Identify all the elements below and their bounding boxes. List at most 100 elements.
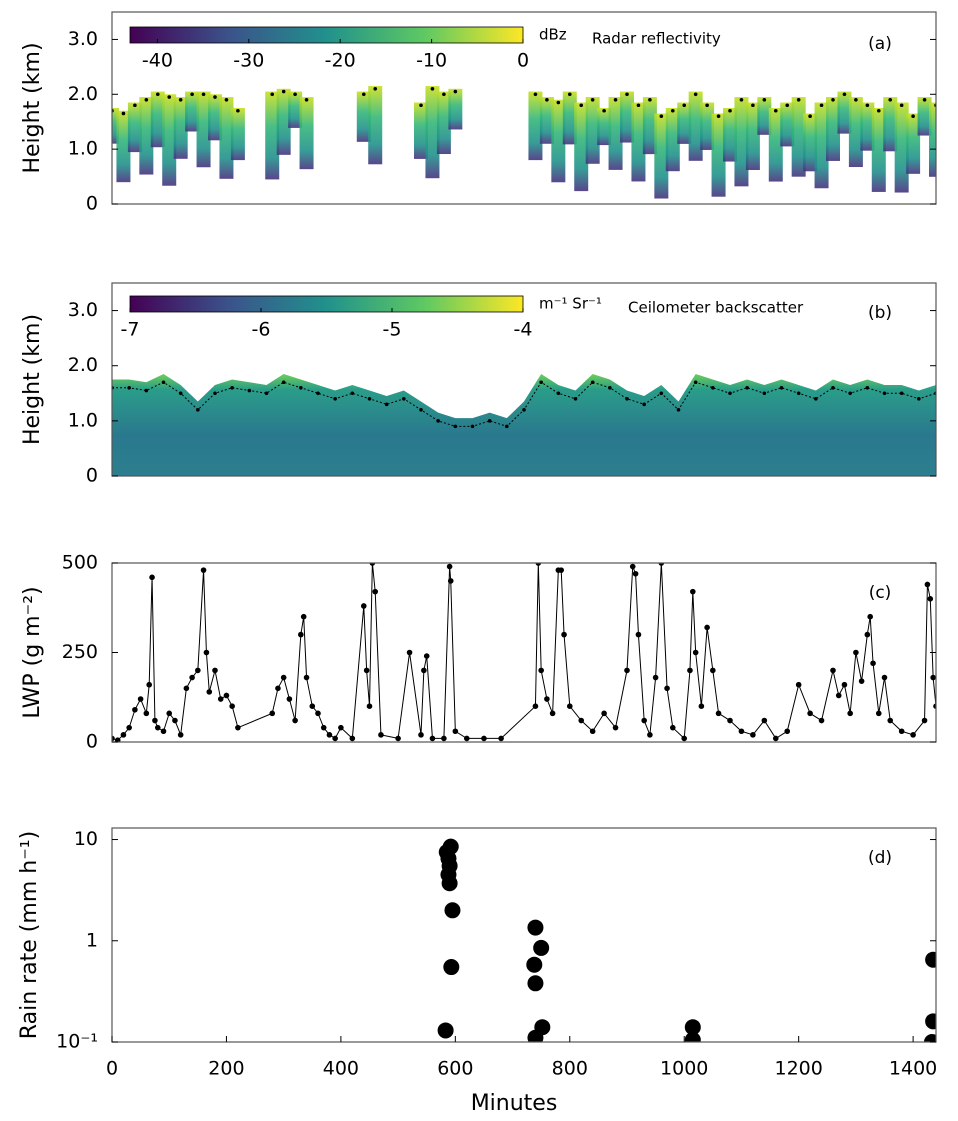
data-point [715, 710, 722, 717]
y-axis-label: Height (km) [20, 42, 45, 173]
data-point [853, 649, 859, 656]
data-point [875, 710, 882, 717]
data-point [487, 419, 492, 423]
data-point [681, 735, 688, 742]
reflectivity-column [745, 102, 760, 170]
reflectivity-column [425, 86, 440, 179]
data-point [235, 724, 241, 731]
data-point [923, 1034, 936, 1042]
x-tick-label: 1000 [660, 1058, 708, 1080]
data-point [429, 735, 436, 742]
data-point [636, 103, 641, 108]
reflectivity-column [620, 91, 634, 143]
data-point [212, 667, 218, 674]
data-point [498, 735, 504, 742]
data-point [144, 388, 149, 393]
plot-area [112, 563, 936, 742]
data-point [573, 397, 578, 401]
reflectivity-column [688, 91, 703, 161]
reflectivity-column [185, 91, 200, 132]
data-point [642, 402, 646, 407]
data-point [658, 563, 665, 566]
data-point [556, 100, 561, 105]
data-point [166, 710, 173, 717]
data-point [784, 728, 791, 735]
y-tick-label: 0 [86, 465, 98, 487]
reflectivity-column [585, 97, 600, 164]
data-point [544, 696, 550, 702]
data-point [670, 108, 675, 113]
data-point [481, 735, 487, 742]
data-point [527, 975, 544, 992]
data-point [155, 92, 160, 97]
data-point [888, 97, 893, 102]
data-point [796, 391, 801, 396]
data-point [421, 667, 427, 674]
data-point [195, 667, 201, 674]
reflectivity-column [597, 108, 612, 146]
y-tick-label: 1.0 [68, 138, 98, 160]
data-point [446, 563, 453, 570]
backscatter-area [112, 373, 936, 476]
data-point [814, 397, 818, 401]
y-tick-label: 3.0 [68, 299, 98, 321]
data-point [692, 649, 699, 656]
reflectivity-column [368, 86, 383, 165]
data-point [505, 424, 509, 429]
reflectivity-column [112, 108, 119, 144]
data-point [865, 103, 870, 108]
data-point [470, 424, 475, 429]
plot-frame [111, 282, 937, 477]
data-point [200, 567, 207, 573]
reflectivity-column [871, 108, 886, 192]
data-point [315, 710, 321, 717]
panel-label: (d) [868, 848, 892, 868]
data-point [366, 703, 373, 709]
colorbar-tick-label: -10 [416, 50, 447, 72]
y-tick-label: 0 [86, 193, 98, 215]
colorbar-tick-label: -30 [233, 50, 264, 72]
data-point [452, 728, 459, 735]
data-point [154, 724, 161, 731]
data-point [378, 732, 384, 738]
data-point [190, 92, 194, 97]
plot-area [112, 373, 936, 476]
colorbar [129, 26, 524, 44]
data-point [684, 1031, 701, 1042]
y-tick-label: 500 [62, 552, 98, 574]
data-point [303, 674, 310, 681]
data-point [629, 563, 636, 570]
data-point [299, 385, 303, 390]
data-point [436, 419, 440, 423]
data-point [549, 710, 556, 717]
colorbar-tick-label: -40 [142, 50, 173, 72]
reflectivity-column [894, 102, 909, 193]
data-point [795, 681, 802, 688]
reflectivity-column [448, 88, 463, 130]
panel: Height (km) (b) 0 1.0 2.0 3.0 -7 -6 -5 -4 m⁻¹ Sr⁻¹… [20, 282, 937, 487]
data-point [693, 92, 698, 97]
data-point [395, 735, 401, 742]
data-point [201, 92, 206, 97]
data-point [930, 674, 936, 681]
y-tick-label: 3.0 [68, 28, 98, 50]
data-point [160, 728, 167, 735]
data-point [858, 678, 865, 684]
data-point [847, 710, 853, 717]
data-point [589, 728, 596, 735]
data-point [898, 728, 905, 735]
data-point [762, 391, 767, 396]
data-point [453, 424, 458, 429]
data-point [705, 103, 709, 108]
data-point [369, 563, 376, 566]
data-point [669, 724, 676, 731]
data-point [613, 97, 618, 102]
data-point [590, 97, 595, 102]
data-point [704, 624, 710, 631]
reflectivity-column [230, 108, 245, 161]
data-point [739, 97, 744, 102]
data-point [443, 959, 460, 976]
data-point [264, 391, 269, 396]
reflectivity-column [768, 108, 783, 182]
data-point [561, 631, 567, 638]
